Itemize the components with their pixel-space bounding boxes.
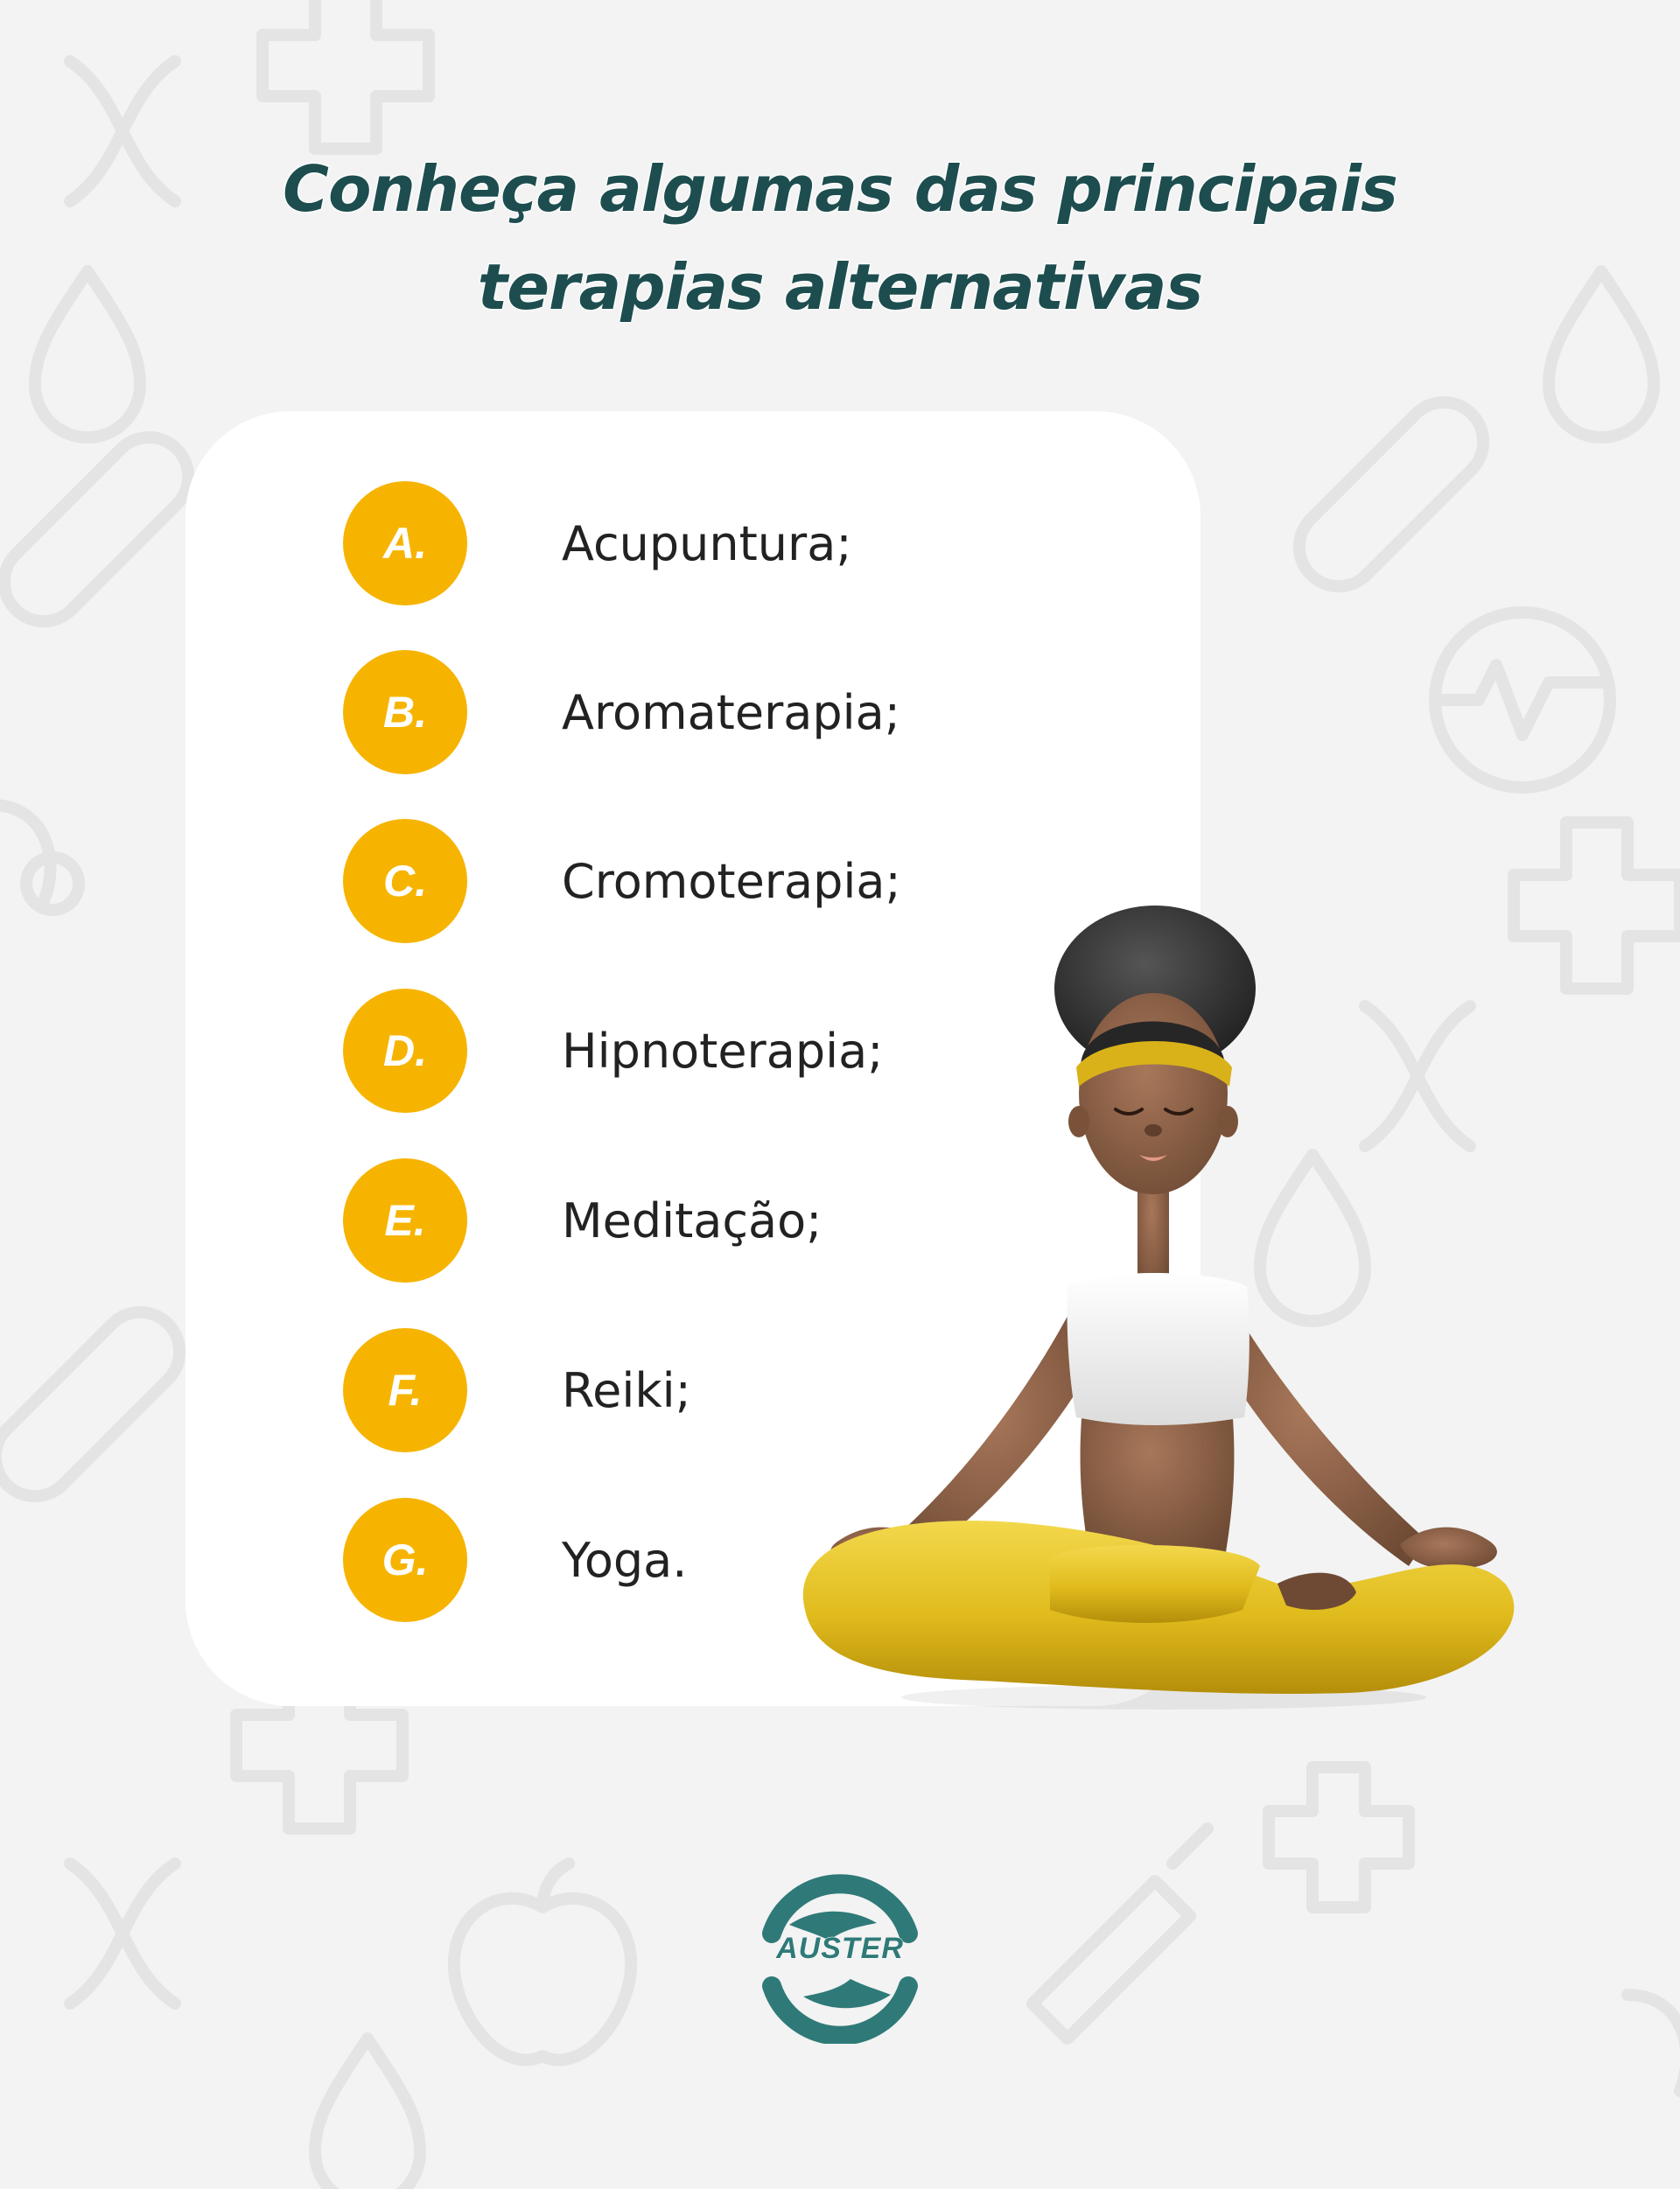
pill-icon: [0, 1305, 186, 1503]
list-item: D. Hipnoterapia;: [343, 989, 1130, 1113]
drop-icon: [1543, 265, 1660, 444]
letter-badge: B.: [343, 650, 467, 774]
medical-cross-icon: [256, 0, 435, 155]
meditating-woman-illustration: [802, 906, 1515, 1710]
page-title: Conheça algumas das principais terapias …: [0, 140, 1680, 336]
medical-cross-icon: [1508, 816, 1680, 995]
stethoscope-icon: [1621, 1989, 1680, 2097]
stethoscope-icon: [0, 799, 85, 916]
therapy-label: Acupuntura;: [562, 515, 852, 571]
medical-cross-icon: [230, 1656, 409, 1835]
list-item: B. Aromaterapia;: [343, 650, 1130, 774]
title-line-2: terapias alternativas: [477, 249, 1204, 325]
dna-icon: [64, 1857, 181, 2010]
letter-badge: G.: [343, 1498, 467, 1622]
list-item: A. Acupuntura;: [343, 481, 1130, 605]
logo-text: AUSTER: [776, 1932, 904, 1966]
list-item: G. Yoga.: [343, 1498, 1130, 1622]
drop-icon: [29, 265, 146, 444]
drop-icon: [1254, 1149, 1371, 1327]
therapy-label: Hipnoterapia;: [562, 1023, 884, 1079]
therapy-label: Aromaterapia;: [562, 684, 900, 740]
syringe-icon: [1026, 1822, 1214, 2045]
apple-icon: [447, 1857, 638, 2067]
heartbeat-icon: [1429, 606, 1616, 794]
auster-hands-logo: [762, 1874, 918, 2046]
drop-icon: [309, 2032, 426, 2189]
list-item: F. Reiki;: [343, 1328, 1130, 1452]
therapy-label: Yoga.: [562, 1532, 688, 1588]
therapy-label: Reiki;: [562, 1362, 691, 1418]
auster-logo: AUSTER: [754, 1872, 926, 2046]
therapy-label: Cromoterapia;: [562, 853, 901, 909]
therapy-label: Meditação;: [562, 1192, 822, 1248]
list-item: C. Cromoterapia;: [343, 819, 1130, 943]
dna-icon: [64, 55, 181, 207]
title-line-1: Conheça algumas das principais: [282, 151, 1399, 227]
letter-badge: D.: [343, 989, 467, 1113]
letter-badge: A.: [343, 481, 467, 605]
letter-badge: E.: [343, 1158, 467, 1283]
list-item: E. Meditação;: [343, 1158, 1130, 1283]
pill-icon: [1292, 395, 1490, 593]
pill-icon: [0, 430, 195, 628]
medical-cross-icon: [1263, 1761, 1415, 1913]
letter-badge: C.: [343, 819, 467, 943]
dna-icon: [1359, 1000, 1476, 1152]
letter-badge: F.: [343, 1328, 467, 1452]
